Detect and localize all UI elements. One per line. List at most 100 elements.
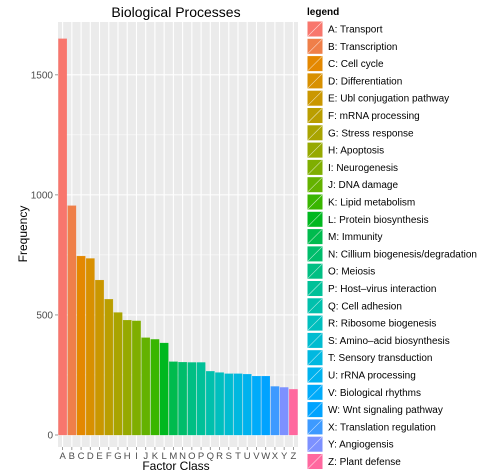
legend-key-slash xyxy=(307,436,323,452)
legend-label-T: T: Sensory transduction xyxy=(328,353,433,364)
bar-O xyxy=(187,362,197,436)
legend-label-M: M: Immunity xyxy=(328,232,382,243)
bar-A xyxy=(58,38,67,436)
x-tick-label: R xyxy=(216,451,223,462)
legend-label-L: L: Protein biosynthesis xyxy=(328,215,429,226)
legend-label-N: N: Cillium biogenesis/degradation xyxy=(328,249,477,260)
y-axis-ticks: 0 500 1000 1500 xyxy=(31,70,58,441)
x-axis-title: Factor Class xyxy=(142,459,209,473)
bar-V xyxy=(252,376,261,436)
legend-key-slash xyxy=(307,333,323,348)
bar-D xyxy=(86,258,95,436)
x-tick-label: P xyxy=(198,451,204,462)
bar-N xyxy=(178,362,187,436)
bar-P xyxy=(196,362,206,436)
bar-L xyxy=(159,342,169,436)
x-tick-label: S xyxy=(226,451,232,462)
x-tick-label: M xyxy=(169,451,177,462)
y-tick-label: 1000 xyxy=(31,190,54,201)
legend-label-H: H: Apoptosis xyxy=(328,146,384,157)
legend-key-slash xyxy=(307,281,323,296)
legend-title: legend xyxy=(307,7,339,18)
legend-key-slash xyxy=(307,39,323,54)
x-tick-label: A xyxy=(59,451,66,462)
y-tick-label: 0 xyxy=(47,430,53,441)
legend-key-slash xyxy=(307,108,323,123)
legend-key-slash xyxy=(307,367,323,383)
legend-label-Z: Z: Plant defense xyxy=(328,457,401,468)
bar-X xyxy=(270,386,280,436)
x-tick-label: V xyxy=(253,451,260,462)
bar-I xyxy=(132,320,141,436)
legend-label-G: G: Stress response xyxy=(328,128,414,139)
x-tick-label: Q xyxy=(207,451,214,462)
bar-G xyxy=(113,312,123,436)
legend-label-P: P: Host–virus interaction xyxy=(328,284,436,295)
bar-Z xyxy=(289,389,298,436)
legend-label-O: O: Meiosis xyxy=(328,267,375,278)
y-tick-label: 500 xyxy=(36,310,53,321)
legend-label-D: D: Differentiation xyxy=(328,76,402,87)
legend-label-I: I: Neurogenesis xyxy=(328,163,398,174)
bar-W xyxy=(261,376,270,436)
legend-label-V: V: Biological rhythms xyxy=(328,388,421,399)
x-tick-label: I xyxy=(135,451,138,462)
legend-key-slash xyxy=(307,56,323,71)
x-tick-label: C xyxy=(78,451,85,462)
legend-key-slash xyxy=(307,385,323,400)
x-tick-label: H xyxy=(124,451,131,462)
x-tick-label: J xyxy=(143,451,148,462)
legend-key-slash xyxy=(307,90,323,106)
bar-K xyxy=(150,339,160,436)
legend-label-J: J: DNA damage xyxy=(328,180,398,191)
legend-label-K: K: Lipid metabolism xyxy=(328,198,415,209)
x-tick-label: F xyxy=(106,451,112,462)
bar-J xyxy=(141,337,150,436)
x-tick-label: N xyxy=(179,451,186,462)
legend-key-slash xyxy=(307,454,323,469)
x-tick-label: X xyxy=(272,451,279,462)
legend-label-B: B: Transcription xyxy=(328,42,397,53)
legend-key-slash xyxy=(307,298,323,314)
legend-key-slash xyxy=(307,263,323,279)
bar-Y xyxy=(279,387,289,436)
bar-S xyxy=(224,373,234,436)
x-tick-label: W xyxy=(261,451,270,462)
legend-label-A: A: Transport xyxy=(328,25,383,36)
legend-label-S: S: Amino–acid biosynthesis xyxy=(328,336,450,347)
legend-label-R: R: Ribosome biogenesis xyxy=(328,319,436,330)
x-tick-label: O xyxy=(188,451,195,462)
bar-M xyxy=(169,361,178,436)
legend-key-slash xyxy=(307,160,323,175)
legend-label-Y: Y: Angiogensis xyxy=(328,440,394,451)
legend-key-slash xyxy=(307,315,323,331)
chart-title: Biological Processes xyxy=(111,4,240,20)
legend-label-Q: Q: Cell adhesion xyxy=(328,301,402,312)
legend-key-slash xyxy=(307,73,323,89)
x-tick-label: Y xyxy=(281,451,288,462)
legend-key-slash xyxy=(307,177,323,192)
x-tick-label: U xyxy=(244,451,251,462)
legend: A: Transport B: Transcription C: Cell cycl… xyxy=(306,20,477,470)
x-tick-label: L xyxy=(162,451,167,462)
y-axis-title: Frequency xyxy=(16,206,30,263)
x-tick-label: B xyxy=(69,451,75,462)
bar-U xyxy=(242,374,252,436)
x-tick-label: K xyxy=(152,451,159,462)
legend-key-slash xyxy=(307,142,323,158)
legend-key-slash xyxy=(307,419,323,435)
bar-H xyxy=(122,320,132,436)
bar-B xyxy=(67,205,77,436)
legend-key-slash xyxy=(307,125,323,141)
legend-key-slash xyxy=(307,350,323,365)
bar-R xyxy=(215,372,224,436)
bar-F xyxy=(104,299,114,436)
legend-label-F: F: mRNA processing xyxy=(328,111,420,122)
legend-key-slash xyxy=(307,402,323,417)
legend-key-slash xyxy=(307,229,323,244)
legend-label-W: W: Wnt signaling pathway xyxy=(328,405,443,416)
bars xyxy=(58,38,298,436)
x-tick-label: D xyxy=(87,451,94,462)
legend-label-X: X: Translation regulation xyxy=(328,422,436,433)
